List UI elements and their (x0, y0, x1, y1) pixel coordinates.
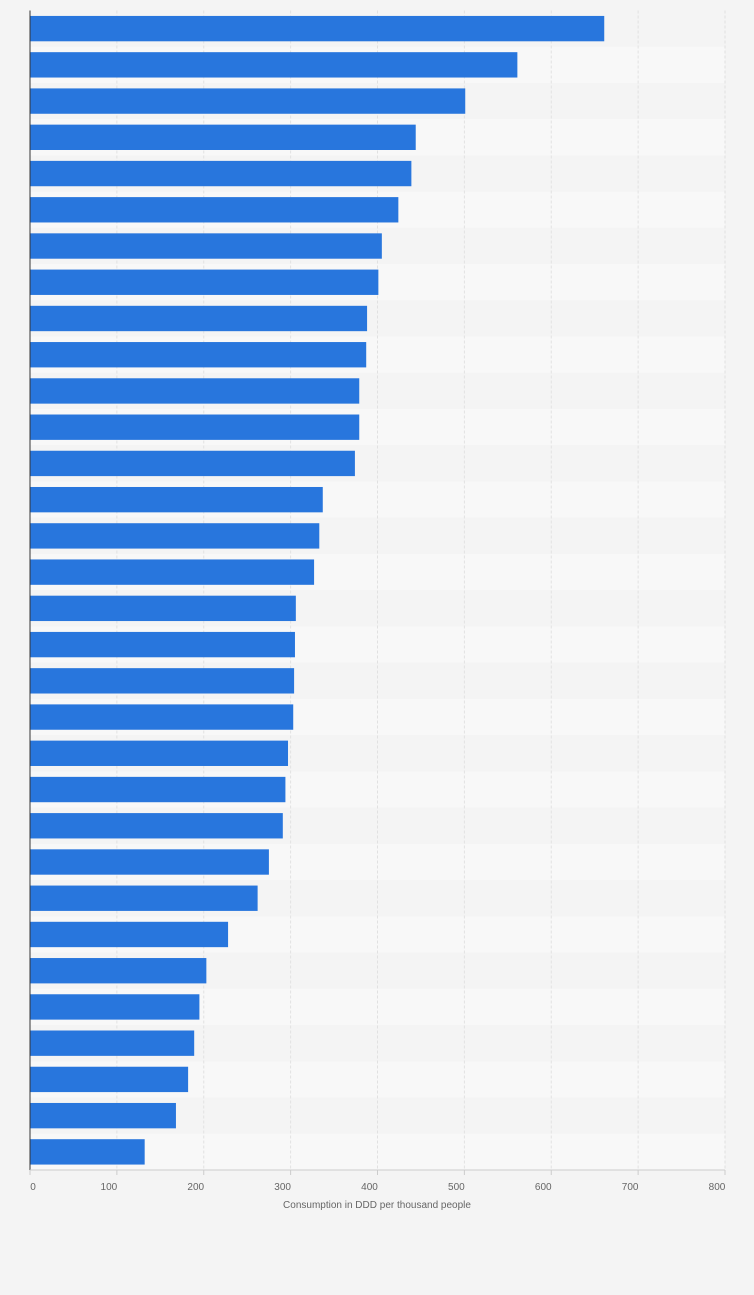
bar (30, 305, 368, 332)
bar (30, 885, 258, 911)
bars (30, 15, 605, 1165)
x-tick-label: 500 (448, 1182, 465, 1193)
bar (30, 52, 518, 78)
bar (30, 88, 466, 114)
bar (30, 740, 289, 766)
bar (30, 124, 416, 151)
bar (30, 160, 412, 187)
bar (30, 486, 323, 513)
bar (30, 994, 200, 1020)
bar (30, 197, 399, 223)
x-tick-label: 600 (535, 1182, 552, 1193)
bar (30, 450, 355, 477)
bar (30, 378, 360, 404)
bar (30, 523, 320, 549)
bar (30, 668, 295, 694)
bar (30, 631, 295, 658)
bar (30, 15, 605, 42)
bar (30, 813, 283, 839)
bar (30, 1066, 189, 1093)
x-axis: 0 100 200 300 400 500 600 700 800 (29, 10, 726, 1193)
bar (30, 1139, 145, 1165)
x-axis-label: Consumption in DDD per thousand people (283, 1200, 471, 1211)
bar (30, 233, 382, 259)
x-tick-label: 100 (101, 1182, 118, 1193)
x-tick-label: 800 (709, 1182, 726, 1193)
bar (30, 1102, 176, 1129)
bar (30, 776, 286, 803)
bar (30, 1030, 195, 1056)
bar (30, 269, 379, 295)
x-tick-label: 200 (187, 1182, 204, 1193)
x-tick-label: 400 (361, 1182, 378, 1193)
bar (30, 958, 207, 984)
x-tick-label: 300 (274, 1182, 291, 1193)
bar (30, 414, 360, 440)
bar (30, 595, 296, 622)
bar (30, 921, 229, 948)
bar (30, 342, 367, 368)
bar (30, 849, 269, 875)
bar (30, 704, 294, 730)
x-tick-label: 700 (622, 1182, 639, 1193)
bar (30, 559, 315, 585)
x-tick-label: 0 (30, 1182, 36, 1193)
